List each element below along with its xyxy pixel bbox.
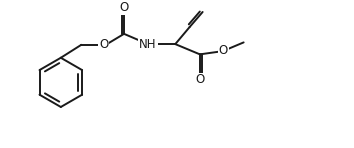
Text: O: O: [99, 38, 108, 51]
Text: O: O: [119, 1, 129, 14]
Text: NH: NH: [139, 38, 157, 51]
Text: O: O: [218, 44, 228, 57]
Text: O: O: [195, 74, 205, 86]
